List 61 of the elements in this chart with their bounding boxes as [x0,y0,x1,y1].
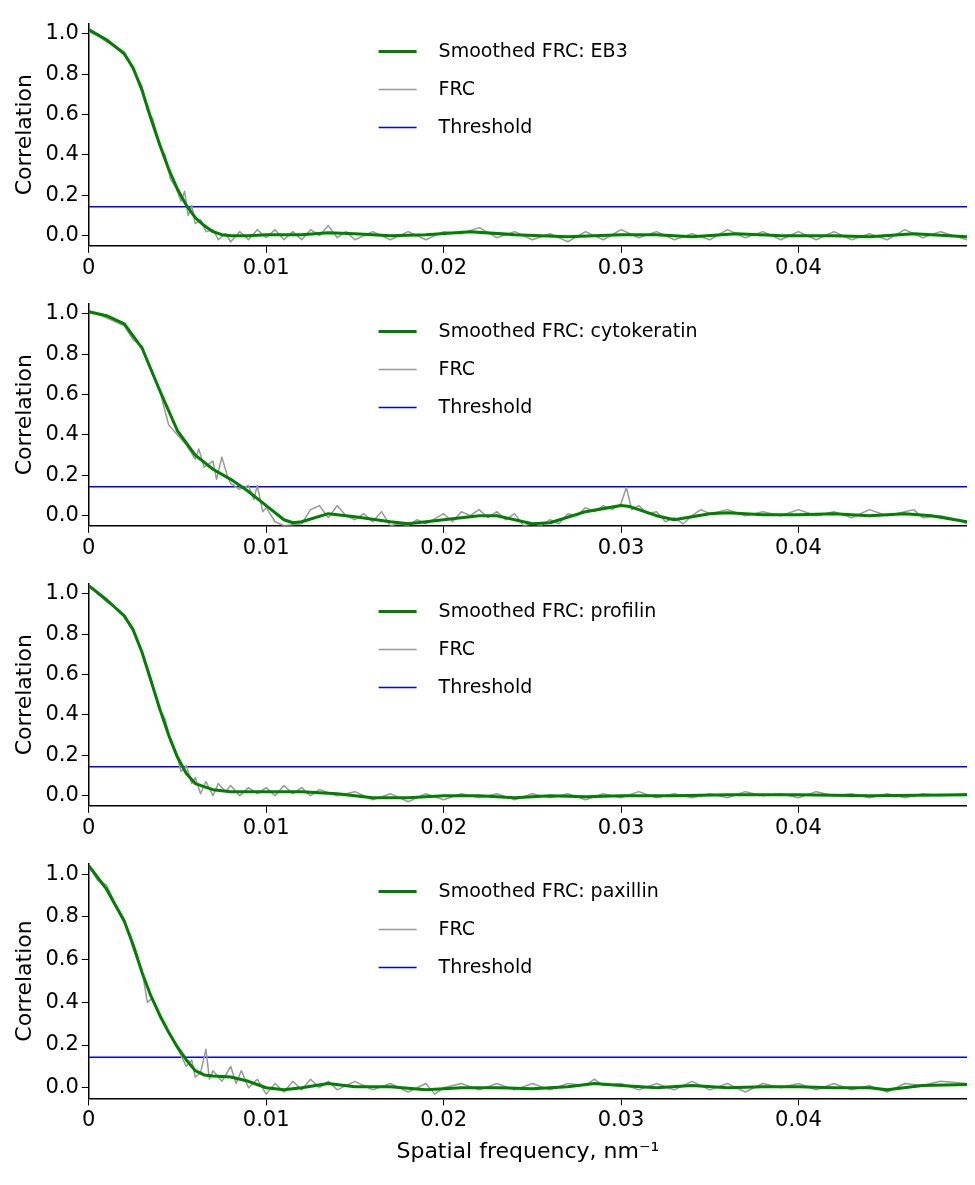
x-tick-label: 0.03 [597,534,645,559]
y-tick-label: 1.0 [45,20,79,45]
y-tick-label: 1.0 [45,300,79,325]
x-axis-title: Spatial frequency, nm⁻¹ [396,1137,660,1163]
x-tick-label: 0 [82,254,96,279]
legend-label: Threshold [437,114,533,137]
x-tick-label: 0 [82,534,96,559]
y-tick-label: 0.6 [45,946,79,971]
y-axis-title: Correlation [10,74,36,196]
legend-label: FRC [438,76,476,99]
legend-label: Threshold [437,954,533,977]
y-tick-label: 0.4 [45,988,79,1013]
y-tick-label: 1.0 [45,580,79,605]
y-tick-label: 0.4 [45,421,79,446]
y-tick-label: 0.6 [45,380,79,405]
x-tick-label: 0.03 [597,254,645,279]
x-tick-label: 0.01 [242,814,290,839]
x-tick-label: 0.04 [775,814,822,839]
legend-label: FRC [438,356,476,379]
y-tick-label: 0.6 [45,660,79,685]
y-tick-label: 0.8 [45,60,79,85]
x-tick-label: 0.02 [420,814,468,839]
legend-label: Threshold [437,394,533,417]
x-tick-label: 0.04 [775,1107,822,1132]
legend-label: Threshold [437,674,533,697]
y-axis-title: Correlation [10,634,36,756]
y-tick-label: 0.8 [45,620,79,645]
x-tick-label: 0.01 [242,254,290,279]
legend-label: Smoothed FRC: EB3 [438,38,628,61]
y-tick-label: 0.0 [45,1074,79,1099]
legend-label: Smoothed FRC: profilin [438,598,657,621]
y-tick-label: 0.2 [45,1031,79,1056]
x-tick-label: 0.02 [420,254,468,279]
y-tick-label: 0.0 [45,502,79,527]
x-tick-label: 0.02 [420,534,468,559]
y-tick-label: 0.4 [45,141,79,166]
x-tick-label: 0 [82,814,96,839]
y-tick-label: 0.8 [45,903,79,928]
legend-label: Smoothed FRC: cytokeratin [438,318,698,341]
y-tick-label: 0.4 [45,701,79,726]
x-tick-label: 0.03 [597,1107,645,1132]
y-tick-label: 0.0 [45,782,79,807]
x-tick-label: 0.03 [597,814,645,839]
y-tick-label: 0.2 [45,461,79,486]
x-tick-label: 0.01 [242,534,290,559]
y-tick-label: 0.8 [45,340,79,365]
y-tick-label: 1.0 [45,860,79,885]
x-tick-label: 0.02 [420,1107,468,1132]
x-tick-label: 0 [82,1107,96,1132]
x-tick-label: 0.04 [775,534,822,559]
legend-label: FRC [438,916,476,939]
legend-label: FRC [438,636,476,659]
y-tick-label: 0.2 [45,181,79,206]
legend-label: Smoothed FRC: paxillin [438,878,659,901]
y-tick-label: 0.2 [45,741,79,766]
y-tick-label: 0.6 [45,100,79,125]
y-tick-label: 0.0 [45,222,79,247]
y-axis-title: Correlation [10,354,36,476]
y-axis-title: Correlation [10,920,36,1042]
x-tick-label: 0.04 [775,254,822,279]
x-tick-label: 0.01 [242,1107,290,1132]
